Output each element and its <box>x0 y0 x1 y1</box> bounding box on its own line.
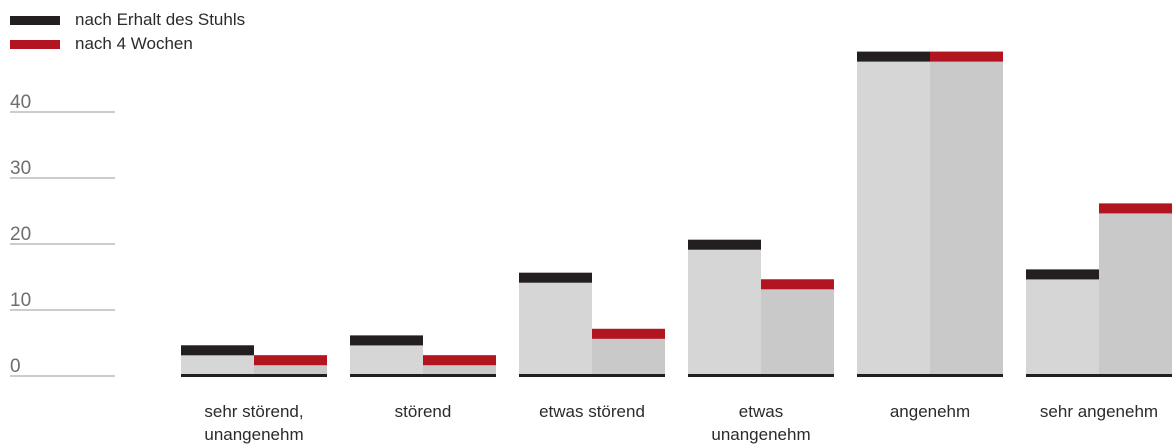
bar-cap-series-2 <box>423 355 496 366</box>
bar-series-2 <box>1099 203 1172 375</box>
bar-cap-series-2 <box>761 279 834 290</box>
bar-cap-series-2 <box>592 328 665 339</box>
legend-swatch-series-1 <box>10 15 60 25</box>
bar-cap-series-2 <box>254 355 327 366</box>
bar-cap-series-2 <box>930 51 1003 62</box>
category-label: unangenehm <box>711 425 810 444</box>
y-tick-label: 30 <box>10 158 31 179</box>
category-label: sehr störend, <box>204 402 303 421</box>
category-baseline <box>181 374 327 377</box>
y-tick-label: 20 <box>10 224 31 245</box>
category-baseline <box>688 374 834 377</box>
bar-series-2 <box>930 51 1003 375</box>
category-label: sehr angenehm <box>1040 402 1158 421</box>
legend: nach Erhalt des Stuhls nach 4 Wochen <box>10 8 245 56</box>
bar-cap-series-1 <box>857 51 930 62</box>
category-label: etwas störend <box>539 402 645 421</box>
bar-series-1 <box>1026 269 1099 375</box>
category-label: störend <box>395 402 452 421</box>
category-baseline <box>350 374 496 377</box>
bar-cap-series-1 <box>181 345 254 356</box>
bar-cap-series-1 <box>519 272 592 283</box>
legend-label-series-1: nach Erhalt des Stuhls <box>75 10 246 29</box>
category-label: etwas <box>739 402 783 421</box>
bar-series-1 <box>688 239 761 375</box>
category-baseline <box>857 374 1003 377</box>
legend-swatch-series-2 <box>10 39 60 49</box>
bar-cap-series-1 <box>688 239 761 250</box>
category-baseline <box>519 374 665 377</box>
bar-series-1 <box>857 51 930 375</box>
legend-item-series-1: nach Erhalt des Stuhls <box>10 8 245 32</box>
legend-item-series-2: nach 4 Wochen <box>10 32 245 56</box>
bar-series-1 <box>519 272 592 375</box>
category-label: angenehm <box>890 402 970 421</box>
category-label: unangenehm <box>204 425 303 444</box>
y-tick-label: 40 <box>10 92 31 113</box>
bar-cap-series-1 <box>1026 269 1099 280</box>
y-tick-label: 0 <box>10 356 21 377</box>
bar-cap-series-2 <box>1099 203 1172 214</box>
legend-label-series-2: nach 4 Wochen <box>75 34 193 53</box>
category-baseline <box>1026 374 1172 377</box>
bar-series-2 <box>761 279 834 375</box>
y-tick-label: 10 <box>10 290 31 311</box>
bar-cap-series-1 <box>350 335 423 346</box>
